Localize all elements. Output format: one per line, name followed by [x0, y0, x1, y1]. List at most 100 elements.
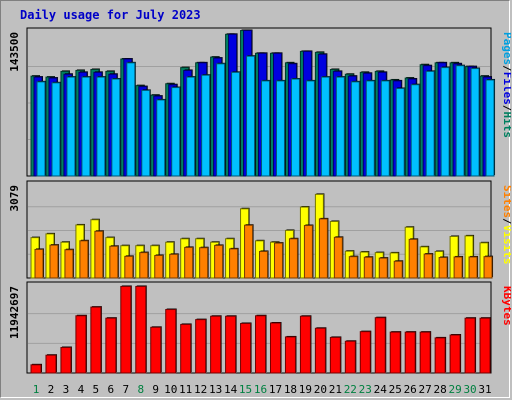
day-label-6: 6: [108, 383, 115, 396]
bar-kbytes-day-17: [269, 322, 281, 374]
day-label-23: 23: [359, 383, 372, 396]
day-label-1: 1: [33, 383, 40, 396]
bar-kbytes-day-13: [210, 315, 222, 374]
bar-sites-day-12: [199, 247, 209, 279]
bar-pages-day-17: [275, 80, 285, 177]
bar-kbytes-day-21: [329, 336, 341, 374]
bar-pages-day-30: [470, 68, 480, 177]
day-label-26: 26: [404, 383, 417, 396]
day-label-7: 7: [122, 383, 129, 396]
day-label-24: 24: [374, 383, 388, 396]
bar-kbytes-day-1: [30, 364, 42, 374]
day-label-10: 10: [164, 383, 177, 396]
bar-sites-day-24: [378, 257, 388, 279]
bar-sites-day-1: [34, 248, 44, 279]
bar-sites-day-4: [79, 240, 89, 279]
day-label-14: 14: [224, 383, 238, 396]
ymax-label-top: 143500: [8, 32, 21, 72]
bar-sites-day-11: [184, 246, 194, 279]
bar-pages-day-5: [96, 76, 106, 177]
bar-kbytes-day-19: [299, 315, 311, 374]
bar-sites-day-16: [259, 250, 269, 279]
bar-kbytes-day-18: [284, 336, 296, 374]
bar-sites-day-18: [288, 238, 298, 279]
bar-pages-day-4: [81, 76, 91, 177]
bar-kbytes-day-24: [374, 317, 386, 374]
bar-sites-day-7: [124, 255, 134, 279]
bar-pages-day-20: [320, 76, 330, 177]
bar-sites-day-2: [49, 244, 59, 279]
day-label-12: 12: [194, 383, 207, 396]
bar-sites-day-29: [453, 256, 463, 279]
bar-pages-day-21: [335, 76, 345, 177]
bar-pages-day-8: [141, 89, 151, 177]
bar-pages-day-7: [126, 62, 136, 177]
bar-sites-day-9: [154, 255, 164, 279]
bar-sites-day-30: [468, 256, 478, 279]
day-label-31: 31: [478, 383, 491, 396]
legend-part: KBytes: [501, 286, 511, 326]
bar-kbytes-day-5: [90, 306, 102, 374]
bar-kbytes-day-8: [135, 285, 147, 374]
bar-sites-day-26: [408, 238, 418, 279]
bar-pages-day-31: [485, 79, 495, 177]
day-label-21: 21: [329, 383, 342, 396]
series-legend-bottom: KBytes: [501, 286, 511, 326]
bar-kbytes-day-15: [240, 322, 252, 374]
bar-pages-day-18: [290, 78, 300, 177]
day-label-25: 25: [389, 383, 402, 396]
chart-title: Daily usage for July 2023: [20, 8, 201, 22]
day-label-19: 19: [299, 383, 312, 396]
bar-kbytes-day-30: [464, 317, 476, 374]
day-label-9: 9: [152, 383, 159, 396]
bar-pages-day-10: [171, 87, 181, 177]
legend-part: /: [501, 218, 511, 225]
bar-sites-day-27: [423, 253, 433, 279]
bar-pages-day-3: [66, 76, 76, 177]
bar-pages-day-29: [455, 65, 465, 177]
legend-part: /: [501, 65, 511, 72]
bar-kbytes-day-27: [419, 331, 431, 374]
bar-kbytes-day-20: [314, 327, 326, 374]
day-label-29: 29: [448, 383, 461, 396]
bar-sites-day-6: [109, 245, 119, 279]
bar-pages-day-6: [111, 78, 121, 177]
bar-pages-day-2: [51, 82, 61, 177]
day-label-22: 22: [344, 383, 357, 396]
bar-sites-day-22: [348, 256, 358, 279]
bar-sites-day-3: [64, 249, 74, 279]
bar-pages-day-25: [395, 88, 405, 177]
bar-kbytes-day-28: [434, 337, 446, 374]
bar-sites-day-15: [244, 224, 254, 279]
bar-sites-day-25: [393, 260, 403, 279]
bar-kbytes-day-23: [359, 331, 371, 374]
day-label-18: 18: [284, 383, 297, 396]
series-legend-middle: Sites/Visits: [501, 185, 511, 265]
series-legend-top: Pages/Files/Hits: [501, 32, 511, 138]
bar-kbytes-day-9: [150, 326, 162, 374]
bar-kbytes-day-16: [255, 315, 267, 374]
day-label-15: 15: [239, 383, 252, 396]
bar-kbytes-day-29: [449, 334, 461, 374]
bar-kbytes-day-10: [165, 309, 177, 374]
legend-part: Pages: [501, 32, 511, 65]
bar-sites-day-17: [273, 242, 283, 279]
bar-pages-day-12: [201, 74, 211, 177]
bar-pages-day-19: [305, 80, 315, 177]
bar-sites-day-13: [214, 244, 224, 279]
bar-kbytes-day-7: [120, 285, 132, 374]
bar-pages-day-16: [261, 80, 271, 177]
day-label-17: 17: [269, 383, 282, 396]
bar-sites-day-21: [333, 236, 343, 279]
legend-part: Hits: [501, 112, 511, 139]
bar-pages-day-13: [216, 63, 226, 177]
bar-kbytes-day-31: [479, 317, 491, 374]
day-label-13: 13: [209, 383, 222, 396]
bar-sites-day-5: [94, 230, 104, 279]
bar-pages-day-14: [231, 71, 241, 177]
day-label-2: 2: [48, 383, 55, 396]
legend-part: /: [501, 105, 511, 112]
bar-sites-day-31: [483, 256, 493, 279]
